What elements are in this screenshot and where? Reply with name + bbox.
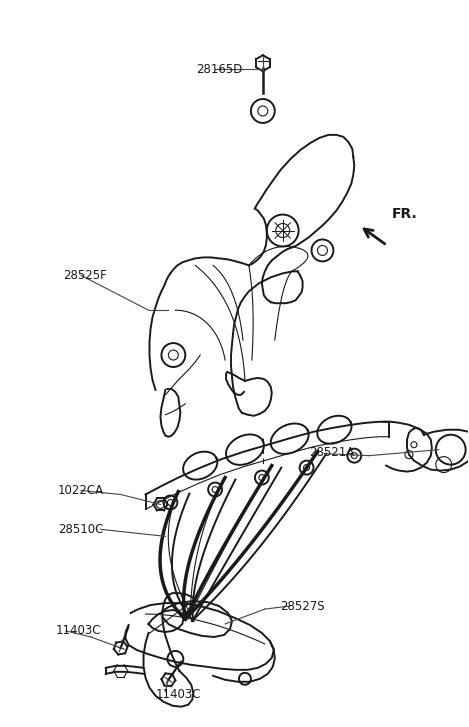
Text: 28510C: 28510C <box>58 523 104 536</box>
Text: 1022CA: 1022CA <box>58 484 104 497</box>
Text: 11403C: 11403C <box>56 624 102 638</box>
Text: 28527S: 28527S <box>280 600 325 613</box>
Text: 28165D: 28165D <box>196 63 242 76</box>
Text: 28525F: 28525F <box>63 269 107 282</box>
Text: 11403C: 11403C <box>155 688 201 702</box>
Text: FR.: FR. <box>392 206 418 220</box>
Text: 28521A: 28521A <box>310 446 355 459</box>
